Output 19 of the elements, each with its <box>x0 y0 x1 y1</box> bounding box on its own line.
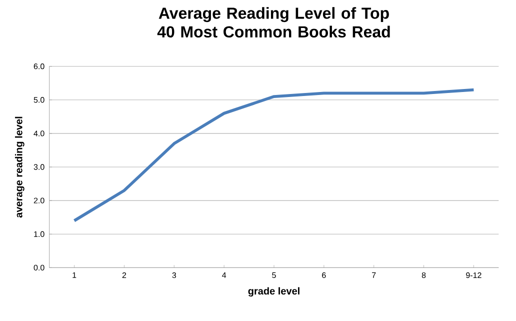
x-axis-title: grade level <box>248 287 300 297</box>
x-tick-label: 5 <box>272 272 276 278</box>
chart-title: Average Reading Level of Top 40 Most Common Books Read <box>157 7 390 38</box>
y-axis-title: average reading level <box>14 116 24 218</box>
x-tick-label: 3 <box>172 272 176 278</box>
x-tick-label: 6 <box>322 272 326 278</box>
x-tick-label: 1 <box>72 272 76 278</box>
y-tick-label: 2.0 <box>34 198 44 204</box>
x-tick-label: 2 <box>122 272 126 278</box>
x-tick-label: 7 <box>372 272 376 278</box>
x-tick-label: 4 <box>222 272 226 278</box>
y-tick-label: 5.0 <box>34 97 44 103</box>
y-tick-label: 4.0 <box>34 130 44 136</box>
y-tick-label: 1.0 <box>34 231 44 237</box>
y-tick-label: 3.0 <box>34 164 44 170</box>
y-tick-label: 0.0 <box>34 264 44 271</box>
x-tick-label: 8 <box>422 272 426 278</box>
y-tick-label: 6.0 <box>34 64 44 70</box>
x-tick-label: 9-12 <box>466 272 482 278</box>
